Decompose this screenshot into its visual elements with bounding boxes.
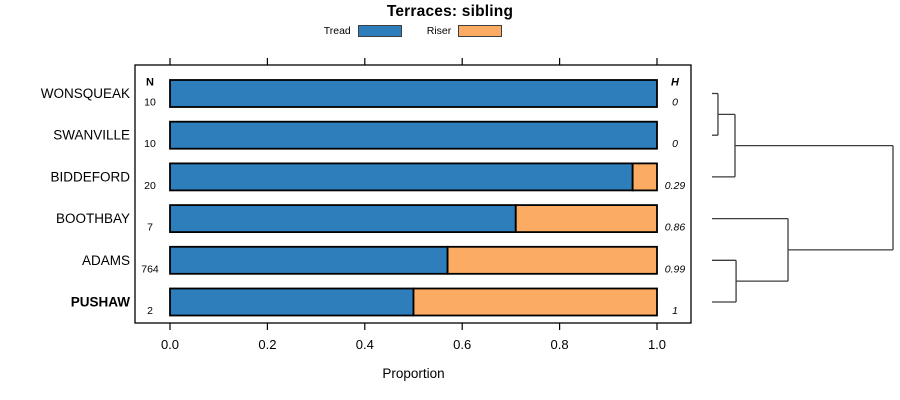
x-tick-label: 1.0	[648, 337, 666, 352]
bar-segment-tread	[169, 204, 517, 234]
legend-item-riser: Riser	[427, 25, 503, 37]
row-label: WONSQUEAK	[41, 86, 130, 101]
h-column-header: H	[671, 77, 680, 89]
h-value: 0.86	[665, 222, 686, 234]
n-value: 7	[147, 222, 153, 234]
x-axis-label: Proportion	[382, 366, 444, 381]
n-value: 20	[144, 180, 156, 192]
x-tick-label: 0.0	[161, 337, 179, 352]
bar-segment-tread	[169, 79, 658, 108]
n-value: 2	[147, 305, 153, 317]
n-value: 10	[144, 138, 156, 150]
x-tick-label: 0.8	[551, 337, 569, 352]
n-column-header: N	[146, 77, 154, 89]
row-label: SWANVILLE	[53, 128, 130, 143]
h-value: 0.99	[665, 263, 686, 275]
h-value: 0	[672, 97, 678, 109]
bar-segment-riser	[412, 287, 658, 317]
n-value: 764	[141, 263, 159, 275]
bar-segment-tread	[169, 120, 658, 150]
legend-label-riser: Riser	[426, 25, 452, 37]
legend-swatch-riser	[458, 25, 503, 37]
h-value: 0	[672, 138, 678, 150]
row-label: PUSHAW	[71, 295, 131, 310]
h-value: 1	[672, 305, 678, 317]
legend-label-tread: Tread	[323, 25, 351, 37]
bar-segment-tread	[169, 162, 634, 192]
x-tick-label: 0.6	[453, 337, 471, 352]
bar-segment-tread	[169, 245, 449, 275]
x-tick-label: 0.4	[356, 337, 374, 352]
row-label: BOOTHBAY	[56, 211, 130, 226]
h-value: 0.29	[665, 180, 686, 192]
plot-border	[134, 64, 692, 324]
row-label: BIDDEFORD	[50, 169, 130, 184]
chart-title: Terraces: sibling	[386, 3, 514, 20]
row-label: ADAMS	[82, 253, 130, 268]
legend: Tread Riser	[135, 25, 691, 37]
bar-segment-tread	[169, 287, 415, 317]
bar-segment-riser	[514, 204, 658, 234]
bar-segment-riser	[446, 245, 658, 275]
bar-segment-riser	[631, 162, 658, 192]
legend-item-tread: Tread	[324, 25, 402, 37]
legend-swatch-tread	[357, 25, 402, 37]
x-tick-label: 0.2	[258, 337, 276, 352]
n-value: 10	[144, 97, 156, 109]
